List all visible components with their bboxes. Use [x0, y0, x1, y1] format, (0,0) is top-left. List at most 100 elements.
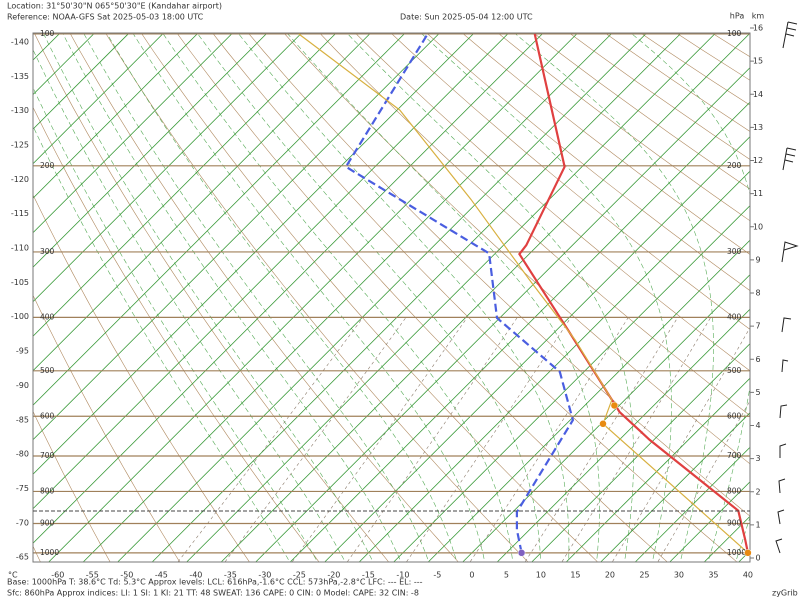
x-tick-label: -30: [258, 571, 271, 580]
height-unit: km: [752, 12, 765, 21]
pressure-label-right: 100: [727, 29, 742, 38]
dry-adiabat: [33, 294, 181, 562]
isotherm: [33, 33, 199, 199]
mixing-ratio-line: [469, 317, 629, 562]
temperature-unit: °C: [8, 571, 18, 580]
pressure-label-left: 800: [40, 486, 55, 495]
isotherm: [358, 170, 750, 562]
isotherm: [33, 33, 302, 303]
moist-adiabat: [43, 33, 374, 562]
mixing-ratio-line: [291, 317, 468, 562]
x-tick-label: -20: [327, 571, 340, 580]
moist-adiabat: [106, 33, 458, 562]
isotherm: [33, 33, 233, 234]
moist-adiabat: [421, 33, 672, 562]
x-tick-label: 20: [605, 571, 615, 580]
moist-adiabat: [287, 33, 600, 562]
dry-adiabat: [33, 194, 250, 562]
dry-adiabat: [497, 33, 750, 222]
dry-adiabat: [354, 33, 750, 372]
isotherm: [565, 377, 750, 562]
isotherm-label: -130: [11, 106, 29, 115]
isotherm: [220, 33, 750, 562]
dry-adiabat: [426, 33, 750, 292]
mixing-ratio-line: [224, 317, 407, 562]
isotherm: [427, 239, 750, 562]
mixing-ratio-line: [346, 317, 518, 562]
km-label: 8: [755, 289, 760, 298]
km-label: 1: [755, 520, 760, 529]
level-marker: [599, 420, 607, 428]
isotherm-label: -115: [11, 209, 29, 218]
isotherm-label: -125: [11, 140, 29, 149]
pressure-label-right: 700: [727, 451, 742, 460]
level-marker: [610, 401, 619, 410]
isotherm: [33, 33, 440, 441]
dry-adiabat: [390, 33, 750, 330]
wind-barb: [781, 317, 792, 333]
x-tick-label: 0: [469, 571, 474, 580]
dry-adiabat: [69, 33, 459, 562]
x-tick-label: -45: [155, 571, 168, 580]
pressure-label-left: 100: [40, 29, 55, 38]
pressure-label-right: 1000: [727, 548, 746, 557]
dry-adiabat: [33, 410, 111, 562]
pressure-label-left: 400: [40, 312, 55, 321]
header-date: Date: Sun 2025-05-04 12:00 UTC: [400, 13, 533, 22]
x-tick-label: 5: [504, 571, 509, 580]
isotherm-label: -80: [16, 450, 29, 459]
isotherm: [33, 33, 406, 406]
brand: zyGrib: [772, 589, 798, 598]
pressure-label-right: 900: [727, 519, 742, 528]
header-reference: Reference: NOAA-GFS Sat 2025-05-03 18:00…: [7, 13, 204, 22]
dry-adiabat: [105, 33, 529, 562]
km-label: 16: [753, 24, 763, 33]
moist-adiabat: [33, 87, 318, 562]
moist-adiabat: [238, 33, 570, 562]
dry-adiabat: [212, 33, 738, 562]
mixing-ratio-line: [406, 317, 572, 562]
km-label: 6: [755, 355, 760, 364]
wind-barb: [782, 21, 798, 49]
moist-adiabat: [347, 33, 634, 562]
isotherm: [496, 308, 750, 562]
pressure-label-left: 200: [40, 161, 55, 170]
km-label: 10: [753, 222, 763, 231]
isotherm-label: -75: [16, 484, 29, 493]
isotherm: [289, 101, 750, 562]
pressure-label-right: 800: [727, 486, 742, 495]
km-label: 3: [755, 454, 760, 463]
x-tick-label: -10: [396, 571, 409, 580]
pressure-label-right: 200: [727, 161, 742, 170]
km-label: 11: [753, 189, 763, 198]
isotherm-label: -70: [16, 518, 29, 527]
wind-barb: [781, 241, 799, 263]
pressure-label-right: 500: [727, 366, 742, 375]
isotherm: [82, 33, 613, 562]
dry-adiabat: [319, 33, 750, 416]
km-label: 14: [753, 90, 763, 99]
profile-line: [344, 33, 575, 554]
dry-adiabat: [140, 33, 599, 562]
moist-adiabat: [133, 33, 486, 562]
x-tick-label: 30: [674, 571, 684, 580]
km-label: 0: [755, 554, 760, 563]
x-tick-label: -35: [224, 571, 237, 580]
x-tick-label: -50: [120, 571, 133, 580]
km-label: 4: [755, 421, 760, 430]
isotherm-label: -120: [11, 175, 29, 184]
pressure-label-right: 400: [727, 312, 742, 321]
isotherm: [48, 33, 578, 562]
x-tick-label: -15: [362, 571, 375, 580]
isotherm: [600, 412, 750, 562]
x-tick-label: 15: [570, 571, 580, 580]
km-label: 9: [755, 255, 760, 264]
isotherm-label: -140: [11, 37, 29, 46]
pressure-label-left: 700: [40, 451, 55, 460]
km-label: 15: [753, 57, 763, 66]
x-tick-label: 25: [639, 571, 649, 580]
km-label: 2: [755, 487, 760, 496]
background-lines: [33, 33, 750, 562]
mixing-ratio-line: [561, 317, 711, 562]
dry-adiabat: [283, 33, 750, 465]
